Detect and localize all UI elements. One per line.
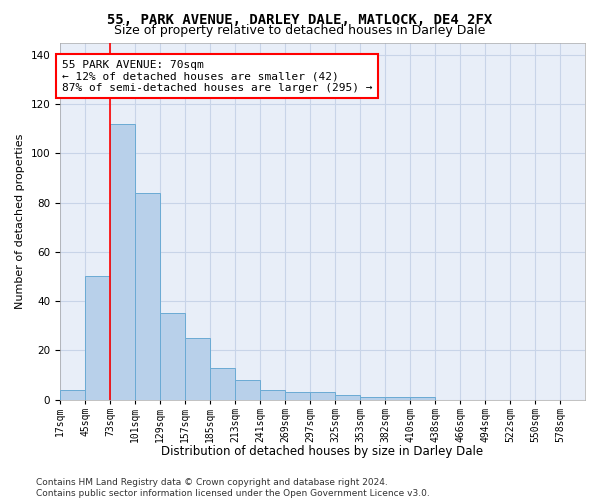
Bar <box>260 390 285 400</box>
Bar <box>285 392 310 400</box>
Bar <box>160 314 185 400</box>
Text: Size of property relative to detached houses in Darley Dale: Size of property relative to detached ho… <box>115 24 485 37</box>
Bar <box>60 390 85 400</box>
Bar <box>210 368 235 400</box>
Bar <box>410 397 435 400</box>
Text: Contains HM Land Registry data © Crown copyright and database right 2024.
Contai: Contains HM Land Registry data © Crown c… <box>36 478 430 498</box>
Bar <box>185 338 210 400</box>
Bar <box>110 124 135 400</box>
Bar <box>310 392 335 400</box>
Bar <box>360 397 385 400</box>
X-axis label: Distribution of detached houses by size in Darley Dale: Distribution of detached houses by size … <box>161 444 484 458</box>
Bar <box>385 397 410 400</box>
Bar <box>235 380 260 400</box>
Text: 55, PARK AVENUE, DARLEY DALE, MATLOCK, DE4 2FX: 55, PARK AVENUE, DARLEY DALE, MATLOCK, D… <box>107 12 493 26</box>
Y-axis label: Number of detached properties: Number of detached properties <box>15 134 25 308</box>
Bar <box>335 394 360 400</box>
Bar <box>85 276 110 400</box>
Bar <box>135 192 160 400</box>
Text: 55 PARK AVENUE: 70sqm
← 12% of detached houses are smaller (42)
87% of semi-deta: 55 PARK AVENUE: 70sqm ← 12% of detached … <box>62 60 373 93</box>
